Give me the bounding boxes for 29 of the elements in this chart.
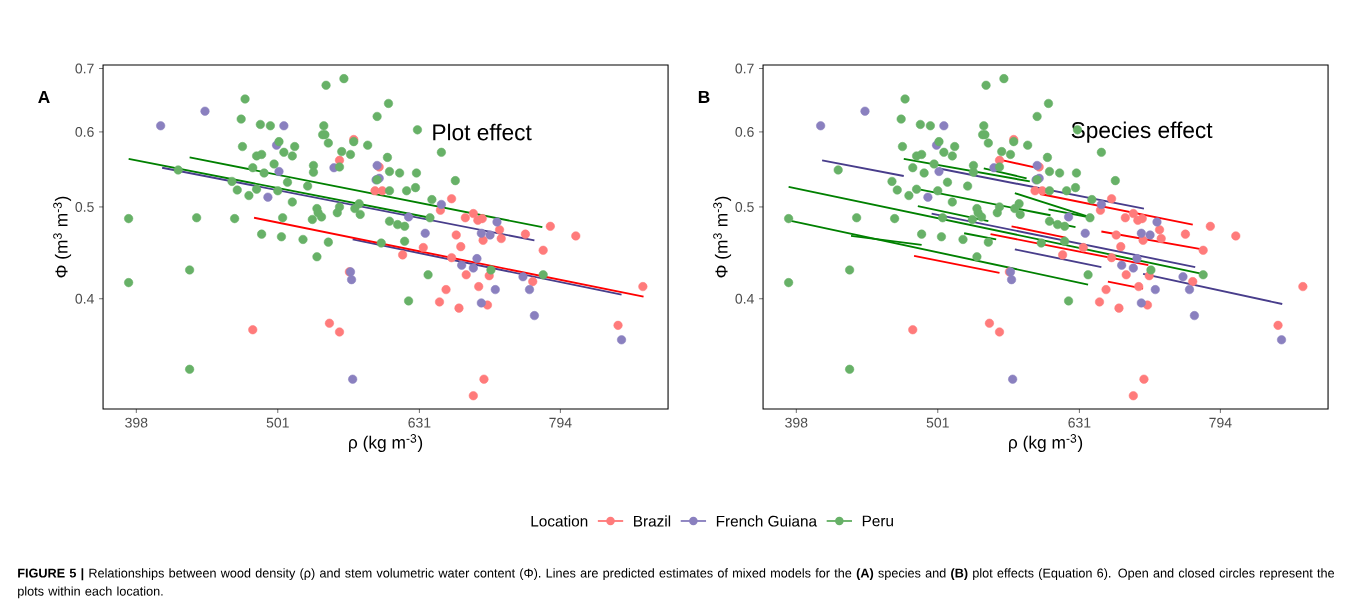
text: B: [698, 91, 710, 103]
x-tick-label: 631: [1068, 417, 1091, 428]
y-axis-title: Φ (m$^{3}$ m$^{-3}$): [713, 196, 732, 278]
x-tick-label: 501: [926, 417, 949, 428]
annotation: Species effect: [1071, 121, 1213, 143]
legend-title: Location: [531, 515, 588, 527]
legend-label: Brazil: [634, 515, 671, 527]
y-axis-title: Φ (m$^{3}$ m$^{-3}$): [53, 196, 72, 278]
y-tick-label: 0.6: [735, 126, 754, 137]
y-tick-label: 0.6: [75, 126, 94, 137]
x-tick-label: 501: [266, 417, 289, 428]
x-tick-label: 794: [549, 417, 572, 428]
text: A: [38, 91, 50, 103]
y-tick-label: 0.4: [735, 293, 754, 304]
legend-label: French Guiana: [716, 515, 818, 527]
y-tick-label: 0.7: [735, 63, 754, 74]
x-tick-label: 794: [1209, 417, 1232, 428]
x-axis-title: ρ (kg m$^{-3}$): [349, 434, 423, 452]
x-axis-title: ρ (kg m$^{-3}$): [1009, 434, 1083, 452]
text: FIGURE 5 | Relationships between wood density (ρ) and stem volumetric water content (Φ). Lines are predicted estimates of mixed models for the (A) species and (B) plot effects (Equation 6). Open and closed circles represent the plots within each location.: [18, 568, 1335, 599]
x-tick-label: 398: [125, 417, 148, 428]
y-tick-label: 0.5: [75, 201, 94, 212]
x-tick-label: 631: [408, 417, 431, 428]
y-tick-label: 0.7: [75, 63, 94, 74]
legend-label: Peru: [862, 515, 893, 527]
x-tick-label: 398: [785, 417, 808, 428]
y-tick-label: 0.4: [75, 293, 94, 304]
y-tick-label: 0.5: [735, 201, 754, 212]
annotation: Plot effect: [433, 123, 532, 141]
